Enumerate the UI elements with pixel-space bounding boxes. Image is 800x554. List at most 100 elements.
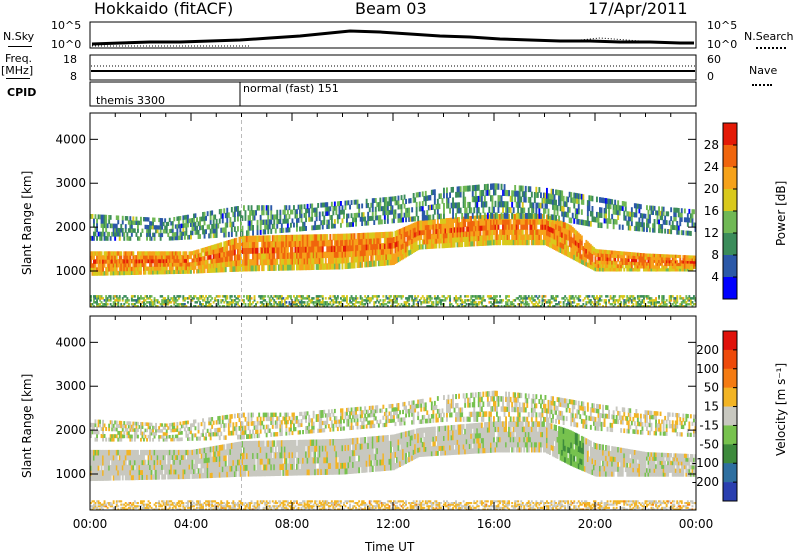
echo-cell	[106, 299, 109, 302]
echo-cell	[565, 244, 568, 251]
echo-cell	[577, 303, 580, 306]
echo-cell	[177, 297, 180, 300]
echo-cell	[576, 305, 579, 307]
echo-cell	[329, 295, 332, 298]
echo-cell	[191, 218, 194, 223]
echo-cell	[99, 303, 101, 306]
echo-cell	[627, 305, 630, 307]
echo-cell	[429, 214, 432, 221]
echo-cell	[102, 231, 104, 237]
echo-cell	[517, 224, 520, 230]
echo-cell	[94, 475, 97, 481]
echo-cell	[102, 470, 104, 476]
echo-cell	[117, 215, 120, 221]
echo-cell	[112, 255, 115, 260]
echo-cell	[467, 236, 470, 242]
echo-cell	[688, 263, 691, 267]
echo-cell	[223, 251, 226, 258]
echo-cell	[230, 255, 233, 262]
echo-cell	[155, 225, 157, 230]
echo-cell	[667, 268, 670, 272]
echo-cell	[643, 262, 645, 266]
echo-cell	[346, 297, 348, 300]
echo-cell	[329, 245, 332, 253]
echo-cell	[321, 240, 324, 247]
echo-cell	[237, 297, 239, 300]
echo-cell	[370, 260, 373, 267]
echo-cell	[609, 295, 612, 298]
echo-cell	[196, 269, 198, 274]
echo-cell	[171, 299, 174, 302]
echo-cell	[658, 210, 660, 216]
echo-cell	[659, 305, 662, 307]
echo-cell	[568, 240, 571, 247]
echo-cell	[547, 299, 550, 302]
echo-cell	[382, 301, 385, 304]
echo-cell	[149, 303, 151, 306]
echo-cell	[156, 301, 159, 304]
echo-cell	[467, 185, 470, 192]
echo-cell	[394, 252, 397, 259]
echo-cell	[646, 295, 648, 298]
echo-cell	[96, 455, 98, 461]
echo-cell	[249, 241, 251, 248]
echo-cell	[109, 255, 112, 260]
echo-cell	[461, 236, 464, 243]
echo-cell	[621, 201, 624, 207]
echo-cell	[174, 235, 177, 241]
echo-cell	[665, 262, 668, 266]
echo-cell	[464, 196, 467, 203]
echo-cell	[112, 305, 115, 307]
echo-cell	[211, 224, 214, 229]
echo-cell	[382, 254, 385, 261]
echo-cell	[676, 301, 679, 304]
echo-cell	[302, 263, 304, 271]
echo-cell	[655, 253, 657, 258]
echo-cell	[588, 242, 591, 248]
echo-cell	[588, 220, 591, 227]
echo-cell	[359, 233, 362, 240]
echo-cell	[268, 303, 271, 306]
echo-cell	[124, 255, 127, 260]
echo-cell	[115, 303, 118, 306]
echo-cell	[126, 251, 129, 256]
echo-cell	[502, 214, 504, 220]
echo-cell	[414, 295, 417, 298]
echo-cell	[121, 259, 124, 264]
echo-cell	[443, 237, 445, 244]
echo-cell	[650, 268, 653, 272]
echo-cell	[518, 299, 521, 302]
echo-cell	[368, 238, 371, 245]
echo-cell	[176, 251, 179, 256]
echo-cell	[205, 259, 207, 265]
echo-cell	[290, 264, 292, 271]
echo-cell	[464, 216, 467, 222]
echo-cell	[405, 226, 407, 232]
echo-cell	[527, 297, 530, 300]
echo-cell	[552, 305, 554, 307]
echo-cell	[391, 205, 394, 211]
echo-cell	[524, 196, 527, 203]
echo-cell	[106, 236, 109, 241]
echo-cell	[197, 234, 200, 239]
echo-cell	[553, 194, 556, 200]
echo-cell	[208, 250, 211, 256]
echo-cell	[617, 205, 620, 211]
echo-cell	[644, 265, 647, 269]
echo-cell	[570, 217, 573, 224]
echo-cell	[246, 253, 248, 260]
echo-cell	[686, 230, 689, 236]
echo-cell	[390, 248, 392, 255]
echo-cell	[515, 224, 518, 230]
echo-cell	[620, 251, 623, 256]
echo-cell	[105, 465, 108, 471]
echo-cell	[223, 305, 226, 307]
echo-cell	[288, 234, 291, 242]
echo-cell	[347, 250, 350, 258]
echo-cell	[535, 207, 538, 214]
echo-cell	[238, 210, 241, 217]
nsearch-tick-bottom: 10^0	[707, 38, 738, 51]
echo-cell	[623, 201, 626, 207]
echo-cell	[585, 248, 588, 254]
echo-cell	[303, 240, 306, 247]
